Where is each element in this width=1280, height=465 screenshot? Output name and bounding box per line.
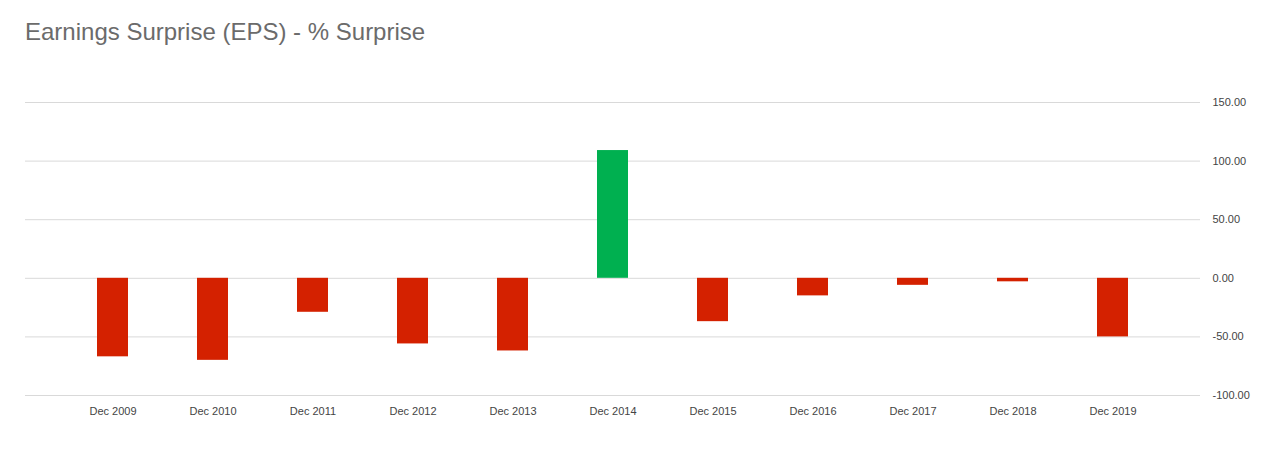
svg-text:150.00: 150.00 — [1213, 96, 1247, 108]
svg-text:Dec 2019: Dec 2019 — [1089, 405, 1136, 417]
svg-text:Dec 2016: Dec 2016 — [789, 405, 836, 417]
svg-text:Dec 2011: Dec 2011 — [290, 405, 336, 417]
svg-text:50.00: 50.00 — [1213, 213, 1241, 225]
svg-text:Dec 2015: Dec 2015 — [689, 405, 736, 417]
svg-text:Dec 2017: Dec 2017 — [889, 405, 936, 417]
svg-text:-50.00: -50.00 — [1213, 330, 1244, 342]
svg-text:100.00: 100.00 — [1213, 155, 1247, 167]
svg-text:Dec 2014: Dec 2014 — [589, 405, 636, 417]
svg-text:-100.00: -100.00 — [1213, 389, 1250, 401]
svg-text:0.00: 0.00 — [1213, 272, 1234, 284]
svg-text:Dec 2009: Dec 2009 — [89, 405, 136, 417]
svg-text:Dec 2013: Dec 2013 — [489, 405, 536, 417]
svg-text:Dec 2018: Dec 2018 — [989, 405, 1036, 417]
svg-text:Dec 2012: Dec 2012 — [389, 405, 436, 417]
html-text:Earnings Surprise (EPS) - % Su: Earnings Surprise (EPS) - % Surprise — [25, 18, 426, 45]
svg-text:Dec 2010: Dec 2010 — [189, 405, 236, 417]
